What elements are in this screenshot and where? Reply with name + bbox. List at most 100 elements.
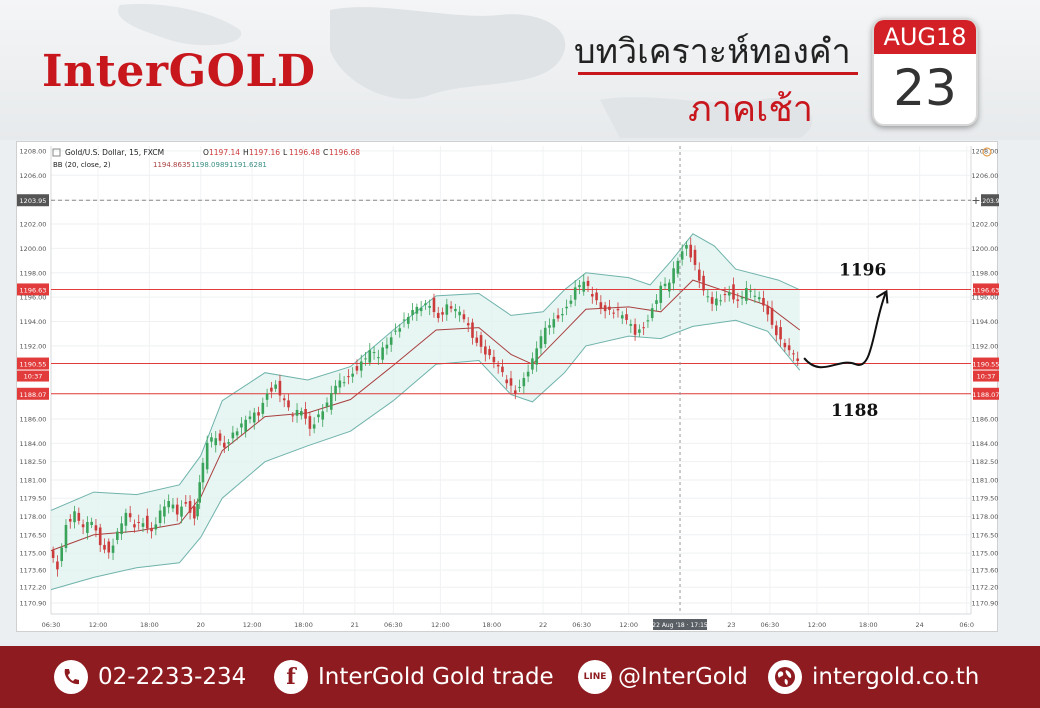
candle-body bbox=[300, 411, 303, 416]
projection-arrow-path bbox=[803, 293, 887, 369]
candle-body bbox=[539, 336, 543, 349]
candle-body bbox=[295, 409, 299, 416]
candle-body bbox=[163, 506, 166, 517]
candle-body bbox=[663, 283, 667, 287]
candle-body bbox=[753, 295, 757, 297]
y-tick-label-left: 1200.00 bbox=[20, 245, 47, 253]
candle-body bbox=[552, 319, 556, 328]
candle-body bbox=[492, 356, 496, 363]
footer-facebook[interactable]: f InterGold Gold trade bbox=[274, 660, 554, 694]
footer-phone[interactable]: 02-2233-234 bbox=[54, 660, 246, 694]
calendar-month: AUG18 bbox=[874, 20, 976, 54]
candle-body bbox=[441, 312, 444, 315]
candle-body bbox=[548, 325, 551, 328]
candle-body bbox=[565, 306, 568, 309]
x-tick-label: 22 bbox=[539, 621, 547, 629]
level-sublabel-right-bg bbox=[973, 370, 999, 382]
level-label-left: 1188.07 bbox=[20, 391, 47, 399]
candle-body bbox=[282, 398, 286, 401]
candle-body bbox=[68, 519, 72, 522]
candle-body bbox=[608, 306, 611, 310]
bollinger-lower-line bbox=[50, 319, 801, 591]
candle-body bbox=[458, 311, 461, 316]
candle-body bbox=[265, 393, 269, 400]
candle-body bbox=[171, 504, 175, 509]
page-subtitle: ภาคเช้า bbox=[688, 89, 813, 130]
candle-body bbox=[214, 438, 218, 446]
level-sublabel-right: 10:37 bbox=[977, 373, 996, 381]
candle-body bbox=[389, 337, 393, 345]
candle-body bbox=[428, 305, 431, 308]
level-label-right: 1190.55 bbox=[973, 361, 999, 369]
candle-body bbox=[749, 290, 752, 292]
candle-body bbox=[424, 303, 427, 305]
candle-body bbox=[672, 268, 675, 284]
ohlc-key-H: H bbox=[243, 148, 249, 157]
collapse-icon bbox=[52, 148, 61, 157]
candle-body bbox=[488, 349, 491, 356]
candle-body bbox=[710, 297, 714, 304]
candle-body bbox=[702, 275, 705, 291]
price-chart-svg[interactable]: 1196.63 1196.63 1190.55 1190.55 10:37 10:37 11… bbox=[17, 142, 999, 633]
candle-body bbox=[535, 348, 538, 365]
candle-body bbox=[210, 437, 213, 442]
projection-arrow-head bbox=[875, 289, 889, 304]
candle-body bbox=[693, 249, 697, 265]
candle-body bbox=[787, 345, 791, 351]
x-tick-label: 12:00 bbox=[619, 621, 638, 629]
candle-body bbox=[796, 358, 799, 361]
level-label-left: 1190.55 bbox=[20, 361, 47, 369]
candle-body bbox=[124, 512, 128, 526]
ohlc-value-H: 1197.16 bbox=[249, 148, 280, 157]
candle-body bbox=[466, 323, 470, 326]
candle-body bbox=[479, 335, 483, 347]
footer-website[interactable]: intergold.co.th bbox=[768, 660, 979, 694]
candle-body bbox=[432, 297, 436, 313]
candle-body bbox=[261, 402, 265, 414]
candle-body bbox=[509, 378, 513, 386]
candle-body bbox=[762, 297, 765, 306]
level-label-left-bg bbox=[17, 283, 49, 296]
footer-line[interactable]: LINE @InterGold bbox=[578, 660, 748, 694]
x-tick-label: 12:00 bbox=[431, 621, 450, 629]
candle-body bbox=[620, 315, 624, 319]
candle-body bbox=[180, 506, 183, 517]
candle-body bbox=[543, 327, 547, 345]
candle-body bbox=[513, 390, 517, 394]
candle-body bbox=[381, 347, 384, 360]
candle-body bbox=[205, 442, 209, 470]
current-price-label-right-bg bbox=[981, 194, 999, 207]
candle-body bbox=[90, 521, 93, 525]
candle-body bbox=[325, 402, 329, 407]
y-tick-label-left: 1206.00 bbox=[20, 172, 47, 180]
candle-body bbox=[103, 544, 106, 550]
ohlc-key-L: L bbox=[283, 148, 288, 157]
price-chart[interactable]: 1196.63 1196.63 1190.55 1190.55 10:37 10:37 11… bbox=[16, 141, 999, 633]
candle-body bbox=[145, 515, 149, 529]
candle-body bbox=[218, 433, 222, 441]
cursor-time-label: 22 Aug '18 · 17:15 bbox=[652, 622, 708, 629]
level-sublabel-left: 10:37 bbox=[24, 373, 43, 381]
world-map-watermark bbox=[118, 4, 813, 138]
candle-body bbox=[398, 328, 402, 332]
candle-body bbox=[175, 504, 179, 515]
candle-body bbox=[94, 525, 98, 531]
candle-body bbox=[368, 350, 372, 363]
candle-body bbox=[227, 442, 230, 444]
candle-body bbox=[582, 281, 586, 292]
candle-body bbox=[415, 306, 419, 314]
y-tick-label-left: 1186.00 bbox=[20, 416, 47, 424]
candle-body bbox=[496, 364, 500, 367]
website-url: intergold.co.th bbox=[812, 664, 980, 690]
y-tick-label-left: 1198.00 bbox=[20, 269, 47, 277]
candle-body bbox=[484, 346, 487, 355]
candle-body bbox=[317, 414, 320, 418]
candle-body bbox=[312, 424, 316, 429]
candle-body bbox=[526, 371, 530, 377]
candle-body bbox=[167, 500, 170, 508]
cursor-time-label-bg bbox=[653, 619, 708, 630]
facebook-page: InterGold Gold trade bbox=[318, 664, 554, 690]
candle-body bbox=[668, 282, 671, 292]
candle-body bbox=[137, 521, 141, 523]
x-tick-label: 23 bbox=[727, 621, 735, 629]
